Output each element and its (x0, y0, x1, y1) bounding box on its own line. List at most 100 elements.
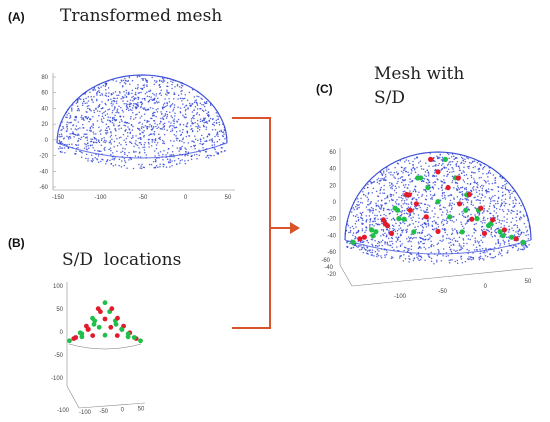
panel-c-mesh-point (367, 198, 370, 201)
panel-c-mesh-point (434, 160, 436, 163)
panel-c-mesh-point (432, 165, 434, 167)
panel-c-mesh-point (441, 192, 444, 194)
panel-c-mesh-point (392, 227, 394, 230)
panel-c-mesh-point (430, 245, 432, 248)
panel-a-mesh-point (189, 104, 192, 107)
panel-c-mesh-point (423, 239, 425, 241)
panel-c-mesh-point (472, 166, 475, 169)
panel-c-mesh-point (512, 229, 515, 232)
panel-c-mesh-point (513, 210, 515, 213)
panel-a-mesh-point (188, 91, 191, 94)
panel-c-mesh-point (454, 260, 456, 263)
panel-c-mesh-point (468, 209, 471, 211)
panel-c-mesh-point (513, 234, 516, 236)
panel-a-mesh-point (181, 140, 183, 142)
panel-a-mesh-point (193, 114, 195, 117)
panel-c-mesh-point (464, 160, 467, 163)
panel-c-mesh-point (357, 246, 359, 248)
panel-c-mesh-point (421, 194, 424, 196)
panel-a-mesh-point (115, 100, 118, 102)
panel-a-mesh-point (139, 106, 142, 109)
panel-a-mesh-point (79, 138, 82, 140)
detector-point (119, 327, 125, 332)
panel-a-mesh-point (163, 128, 166, 130)
panel-a-mesh-point (87, 100, 90, 102)
panel-a-mesh-point (176, 147, 179, 149)
panel-a-mesh-point (206, 135, 209, 137)
panel-c-mesh-point (470, 203, 473, 206)
panel-a-mesh-point (194, 144, 197, 147)
panel-a-mesh-point (143, 108, 145, 110)
panel-c-mesh-point (499, 208, 501, 210)
panel-c-mesh-point (382, 192, 384, 194)
panel-c-mesh-point (478, 193, 481, 195)
panel-c-mesh-point (427, 178, 429, 181)
panel-c-mesh-point (370, 182, 373, 185)
panel-c-mesh-point (388, 182, 391, 184)
panel-a-mesh-point (160, 80, 163, 82)
panel-c-mesh-point (470, 201, 473, 204)
panel-c-mesh-point (357, 204, 359, 207)
panel-c-mesh-point (422, 229, 424, 231)
panel-a-mesh-point (224, 149, 226, 152)
panel-a-mesh-point (171, 125, 173, 127)
panel-a-mesh-point (75, 150, 77, 152)
panel-a-mesh-point (96, 110, 99, 112)
panel-a-mesh-point (90, 138, 92, 140)
panel-c-mesh-point (393, 176, 395, 178)
panel-a-mesh-point (81, 151, 83, 154)
panel-c-mesh-point (402, 184, 405, 186)
panel-c-mesh-point (370, 206, 373, 209)
panel-c-mesh-point (480, 239, 482, 241)
panel-a-mesh-point (109, 147, 112, 150)
panel-a-mesh-point (138, 111, 141, 114)
panel-c-mesh-point (388, 171, 390, 174)
panel-c-mesh-point (485, 189, 488, 191)
panel-c-mesh-point (377, 240, 380, 243)
panel-a-mesh-point (173, 92, 176, 94)
panel-a-mesh-point (175, 135, 177, 137)
panel-a-mesh-point (81, 114, 83, 117)
panel-a-mesh-point (61, 135, 63, 137)
panel-a-mesh-point (202, 137, 205, 139)
panel-a-mesh-point (100, 86, 102, 88)
panel-c-mesh-point (414, 205, 416, 208)
panel-a-mesh-point (76, 109, 79, 112)
panel-c-mesh-point (433, 172, 436, 174)
panel-c-x-tick-label: 0 (484, 284, 488, 290)
panel-c-mesh-point (392, 229, 394, 232)
panel-c-mesh-point (352, 232, 355, 234)
panel-a-mesh-point (112, 92, 115, 94)
panel-c-mesh-point (349, 231, 352, 233)
panel-a-mesh-point (193, 117, 195, 120)
panel-a-mesh-point (148, 95, 151, 98)
panel-c-mesh-point (425, 162, 427, 164)
panel-c-mesh-point (465, 206, 468, 208)
panel-c-mesh-point (527, 237, 530, 240)
detector-point (497, 229, 503, 235)
panel-c-mesh-point (451, 180, 454, 182)
panel-a-mesh-point (118, 91, 121, 93)
panel-c-mesh-point (470, 189, 473, 192)
panel-a-mesh-point (218, 121, 220, 124)
panel-c-mesh-point (451, 166, 453, 169)
panel-a-mesh-point (174, 115, 176, 117)
panel-a-mesh-point (99, 94, 102, 97)
panel-a-x-tick-label: -50 (139, 195, 148, 201)
panel-c-mesh-point (490, 228, 492, 230)
panel-c-mesh-point (382, 179, 385, 181)
panel-a-mesh-point (202, 104, 205, 106)
panel-a-mesh-point (190, 120, 193, 122)
panel-c-mesh-point (508, 210, 510, 213)
panel-a-mesh-point (131, 89, 134, 92)
panel-a-mesh-point (174, 86, 176, 88)
panel-c-mesh-point (518, 235, 521, 238)
panel-a-mesh-point (110, 153, 112, 156)
panel-a-mesh-point (121, 95, 124, 98)
panel-c-mesh-point (366, 203, 369, 206)
panel-a-mesh-point (191, 111, 194, 113)
panel-a-mesh-point (196, 158, 198, 160)
panel-c-mesh-point (441, 195, 443, 197)
panel-c-mesh-point (415, 220, 417, 223)
panel-c-mesh-point (464, 187, 466, 189)
